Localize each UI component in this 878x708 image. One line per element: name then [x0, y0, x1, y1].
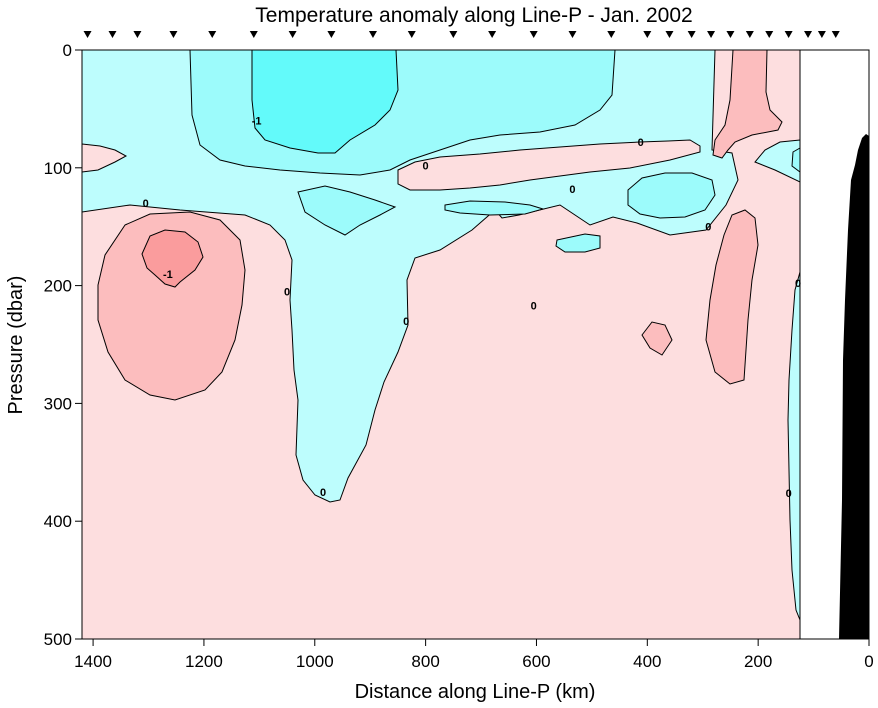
warm-weak-west — [82, 143, 128, 173]
warm-region-east-top — [712, 50, 783, 159]
contour-field — [82, 50, 869, 639]
x-tick-label: 1400 — [74, 652, 112, 671]
station-marker — [831, 31, 840, 38]
contour-label: 0 — [638, 137, 644, 149]
station-marker — [368, 31, 377, 38]
station-marker — [707, 31, 716, 38]
station-marker — [607, 31, 616, 38]
y-axis-label: Pressure (dbar) — [5, 276, 27, 415]
y-tick-label: 300 — [44, 394, 72, 413]
y-tick-label: 200 — [44, 277, 72, 296]
chart-title: Temperature anomaly along Line-P - Jan. … — [255, 4, 692, 27]
station-marker — [804, 31, 813, 38]
station-marker — [687, 31, 696, 38]
contour-label: 0 — [284, 286, 290, 298]
station-marker — [529, 31, 538, 38]
station-marker — [108, 31, 117, 38]
station-marker — [449, 31, 458, 38]
contour-label: 0 — [403, 316, 409, 328]
station-marker — [407, 31, 416, 38]
x-axis-label: Distance along Line-P (km) — [355, 681, 596, 703]
plot-frame — [81, 49, 870, 640]
contour-label: 0 — [795, 278, 801, 290]
station-marker — [745, 31, 754, 38]
warm-weak-intrusion — [397, 139, 701, 191]
contour-labels: -1 0 -1 0 0 0 0 0 0 0 0 0 0 — [143, 116, 801, 500]
y-tick-label: 400 — [44, 512, 72, 531]
contour-label: 0 — [320, 487, 326, 499]
warm-strong-core — [141, 229, 204, 288]
x-tick-label: 800 — [411, 652, 439, 671]
station-markers — [83, 31, 840, 38]
x-tick-label: 0 — [864, 652, 873, 671]
station-marker — [643, 31, 652, 38]
x-tick-label: 400 — [633, 652, 661, 671]
station-marker — [83, 31, 92, 38]
station-marker — [765, 31, 774, 38]
x-tick-label: 1000 — [296, 652, 334, 671]
cold-east-strip — [787, 271, 801, 621]
y-axis: 0 100 200 300 400 500 — [44, 41, 82, 649]
contour-label: -1 — [163, 269, 173, 281]
land-bathymetry — [839, 134, 869, 639]
station-marker — [208, 31, 217, 38]
station-marker — [169, 31, 178, 38]
x-tick-label: 1200 — [185, 652, 223, 671]
station-marker — [726, 31, 735, 38]
warm-region-east-lens — [705, 209, 759, 385]
station-marker — [249, 31, 258, 38]
contour-label: 0 — [531, 301, 537, 313]
cold-lens-3 — [627, 172, 716, 219]
warm-region-west — [97, 211, 246, 401]
station-marker — [133, 31, 142, 38]
x-axis: 1400 1200 1000 800 600 400 200 0 — [74, 639, 874, 671]
y-tick-label: 100 — [44, 159, 72, 178]
x-tick-label: 200 — [744, 652, 772, 671]
station-marker — [817, 31, 826, 38]
station-marker — [488, 31, 497, 38]
station-marker — [327, 31, 336, 38]
y-tick-label: 500 — [44, 630, 72, 649]
station-marker — [784, 31, 793, 38]
station-marker — [568, 31, 577, 38]
cold-lens-4 — [555, 233, 601, 253]
contour-label: 0 — [705, 222, 711, 234]
contour-label: -1 — [252, 116, 262, 128]
cold-lens-1 — [297, 185, 397, 236]
station-marker — [665, 31, 674, 38]
contour-label: 0 — [569, 184, 575, 196]
cold-lens-2 — [444, 200, 545, 216]
warm-small-lens — [641, 321, 673, 356]
contour-label: 0 — [423, 160, 429, 172]
station-marker — [288, 31, 297, 38]
contour-label: 0 — [143, 198, 149, 210]
contour-label: 0 — [786, 488, 792, 500]
cold-strong-core — [251, 50, 399, 154]
y-tick-label: 0 — [63, 41, 72, 60]
x-tick-label: 600 — [522, 652, 550, 671]
